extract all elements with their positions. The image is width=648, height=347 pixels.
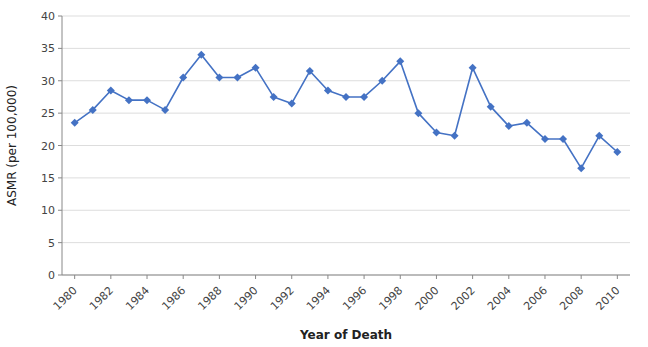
x-tick-label: 1992 (268, 284, 297, 313)
x-tick (364, 275, 365, 279)
marker (288, 99, 296, 107)
y-tick (58, 80, 62, 81)
marker (71, 119, 79, 127)
grid-line (62, 16, 630, 17)
grid-line (62, 113, 630, 114)
y-tick-label: 25 (41, 107, 55, 120)
y-tick (58, 48, 62, 49)
x-tick-label: 1982 (87, 284, 116, 313)
grid-line (62, 275, 630, 276)
marker (432, 129, 440, 137)
x-tick (508, 275, 509, 279)
y-axis-label: ASMR (per 100,000) (5, 85, 19, 206)
marker (541, 135, 549, 143)
grid-line (62, 80, 630, 81)
x-tick-label: 1990 (232, 284, 261, 313)
marker (233, 74, 241, 82)
marker (505, 122, 513, 130)
marker (523, 119, 531, 127)
y-tick (58, 242, 62, 243)
marker (197, 51, 205, 59)
x-tick (400, 275, 401, 279)
marker (161, 106, 169, 114)
y-tick-label: 30 (41, 75, 55, 88)
x-tick-label: 2000 (413, 284, 442, 313)
x-tick (183, 275, 184, 279)
x-tick (617, 275, 618, 279)
x-tick-label: 2006 (521, 284, 550, 313)
marker (89, 106, 97, 114)
marker (577, 164, 585, 172)
marker (179, 74, 187, 82)
x-tick (291, 275, 292, 279)
y-tick-label: 40 (41, 10, 55, 23)
marker (613, 148, 621, 156)
y-tick (58, 275, 62, 276)
y-tick-label: 20 (41, 140, 55, 153)
x-tick (472, 275, 473, 279)
y-tick-label: 10 (41, 204, 55, 217)
y-tick (58, 145, 62, 146)
plot-data (71, 51, 622, 172)
x-tick (255, 275, 256, 279)
x-axis-line (62, 275, 630, 276)
chart: 0 5 10 15 20 25 30 35 40 1980198219841986 19881990… (0, 0, 648, 347)
x-tick-label: 1984 (123, 284, 152, 313)
y-tick (58, 177, 62, 178)
y-tick-label: 35 (41, 42, 55, 55)
x-tick-label: 2002 (449, 284, 478, 313)
x-tick-label: 2008 (557, 284, 586, 313)
x-tick-label: 1998 (376, 284, 405, 313)
marker (414, 109, 422, 117)
x-tick-label: 1988 (196, 284, 225, 313)
marker (360, 93, 368, 101)
marker (215, 74, 223, 82)
grid-line (62, 48, 630, 49)
x-tick (219, 275, 220, 279)
marker (306, 67, 314, 75)
grid-line (62, 210, 630, 211)
grid-line (62, 145, 630, 146)
y-tick-label: 0 (48, 269, 55, 282)
x-tick (436, 275, 437, 279)
y-tick (58, 113, 62, 114)
y-tick-label: 15 (41, 172, 55, 185)
marker (125, 96, 133, 104)
marker (252, 64, 260, 72)
marker (595, 132, 603, 140)
axes: 0 5 10 15 20 25 30 35 40 1980198219841986 19881990… (41, 10, 630, 313)
y-tick (58, 210, 62, 211)
grid-line (62, 242, 630, 243)
x-tick-label: 1994 (304, 284, 333, 313)
x-tick (110, 275, 111, 279)
marker (396, 57, 404, 65)
marker (469, 64, 477, 72)
marker (270, 93, 278, 101)
y-tick (58, 16, 62, 17)
y-tick-label: 5 (48, 237, 55, 250)
x-tick-label: 2004 (485, 284, 514, 313)
y-axis-line (62, 16, 63, 275)
x-tick (327, 275, 328, 279)
x-tick (544, 275, 545, 279)
marker (451, 132, 459, 140)
marker (378, 77, 386, 85)
marker (143, 96, 151, 104)
x-tick-label: 1986 (159, 284, 188, 313)
marker (559, 135, 567, 143)
x-tick-label: 1996 (340, 284, 369, 313)
marker (324, 86, 332, 94)
x-tick-label: 2010 (593, 284, 622, 313)
marker (107, 86, 115, 94)
marker (342, 93, 350, 101)
x-axis-label: Year of Death (299, 328, 392, 342)
x-tick (74, 275, 75, 279)
grid-line (62, 177, 630, 178)
marker (487, 103, 495, 111)
x-tick (581, 275, 582, 279)
x-tick-label: 1980 (51, 284, 80, 313)
x-tick (147, 275, 148, 279)
line (75, 55, 618, 168)
